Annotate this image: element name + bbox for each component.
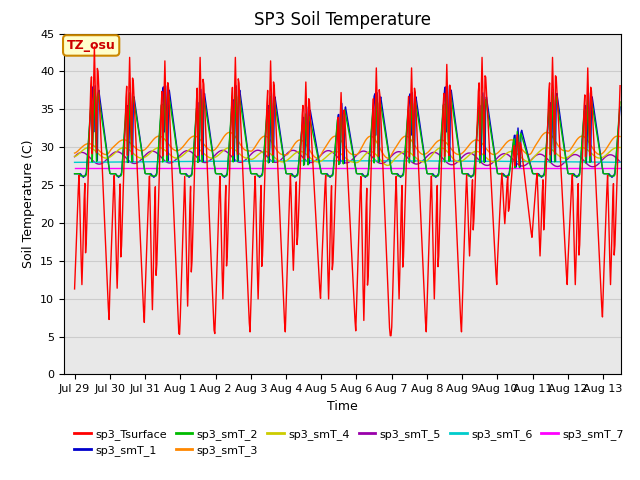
- Title: SP3 Soil Temperature: SP3 Soil Temperature: [254, 11, 431, 29]
- X-axis label: Time: Time: [327, 400, 358, 413]
- Legend: sp3_Tsurface, sp3_smT_1, sp3_smT_2, sp3_smT_3, sp3_smT_4, sp3_smT_5, sp3_smT_6, : sp3_Tsurface, sp3_smT_1, sp3_smT_2, sp3_…: [70, 424, 628, 460]
- Text: TZ_osu: TZ_osu: [67, 39, 116, 52]
- Y-axis label: Soil Temperature (C): Soil Temperature (C): [22, 140, 35, 268]
